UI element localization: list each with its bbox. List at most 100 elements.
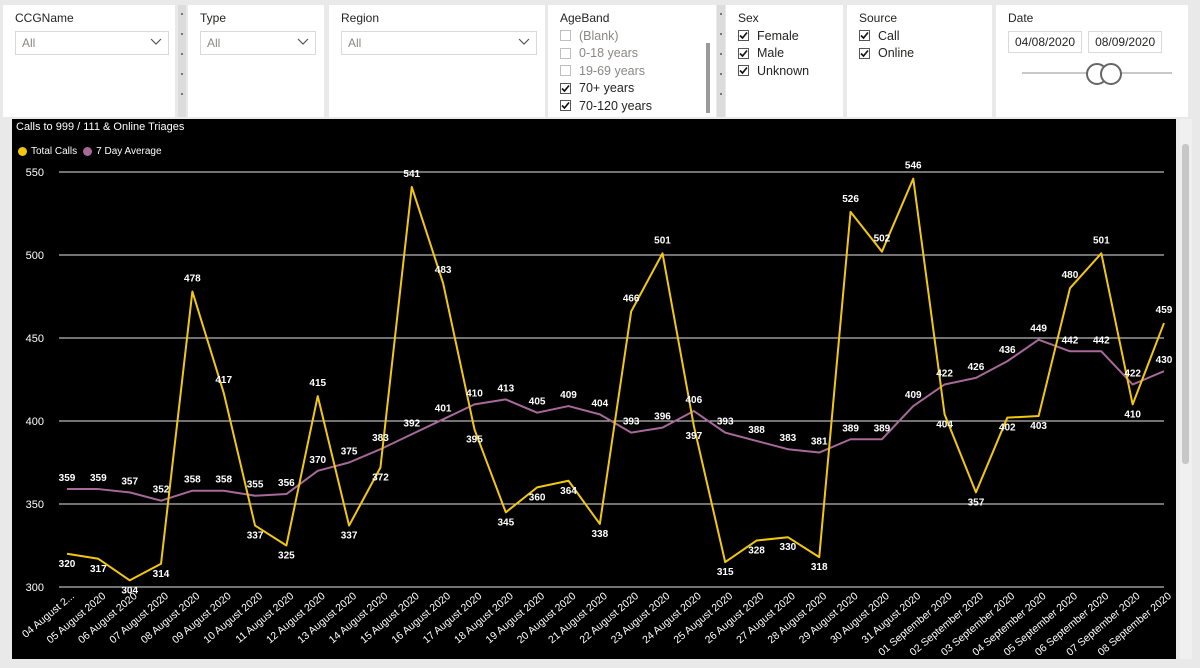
data-label-total-calls: 364: [560, 486, 577, 497]
legend-label-7-day-average: 7 Day Average: [96, 146, 162, 157]
data-label-total-calls: 357: [968, 497, 985, 508]
sex-option[interactable]: Unknown: [738, 62, 831, 80]
data-label-total-calls: 501: [654, 235, 671, 246]
ageband-option-label: 19-69 years: [579, 63, 646, 78]
source-option-label: Call: [878, 28, 900, 43]
data-label-total-calls: 417: [215, 375, 232, 386]
data-label-7-day-average: 357: [121, 476, 138, 487]
checkbox-icon[interactable]: [560, 65, 571, 77]
data-label-total-calls: 337: [341, 531, 358, 542]
data-label-total-calls: 338: [591, 529, 608, 540]
chevron-down-icon: [518, 35, 530, 52]
checkbox-checked-icon[interactable]: [560, 100, 571, 112]
data-label-7-day-average: 406: [686, 395, 703, 406]
data-label-total-calls: 328: [748, 546, 765, 557]
data-label-total-calls: 402: [999, 423, 1016, 434]
sex-slicer: Sex Female Male Unknown: [726, 5, 843, 117]
data-label-7-day-average: 359: [59, 473, 76, 484]
chevron-down-icon: [150, 35, 162, 52]
checkbox-icon[interactable]: [560, 47, 571, 59]
source-option[interactable]: Call: [859, 27, 980, 45]
ageband-option-label: (Blank): [579, 28, 619, 43]
data-label-7-day-average: 381: [811, 437, 828, 448]
source-slicer: Source Call Online: [847, 5, 992, 117]
source-option[interactable]: Online: [859, 45, 980, 63]
data-label-total-calls: 404: [936, 419, 953, 430]
legend-item-total-calls[interactable]: Total Calls: [18, 146, 77, 157]
region-dropdown[interactable]: All: [341, 31, 537, 55]
legend-item-7-day-average[interactable]: 7 Day Average: [83, 146, 162, 157]
series-line-total-calls: [66, 177, 1165, 582]
data-label-total-calls: 459: [1156, 305, 1173, 316]
sex-option-label: Male: [757, 46, 785, 61]
date-slicer: Date 04/08/2020 08/09/2020: [996, 5, 1188, 117]
type-dropdown[interactable]: All: [200, 31, 316, 55]
data-label-7-day-average: 422: [936, 368, 953, 379]
data-label-7-day-average: 409: [905, 390, 922, 401]
data-label-total-calls: 304: [121, 585, 138, 596]
data-label-7-day-average: 449: [1030, 324, 1047, 335]
line-chart-panel: 300 350 400 450 500 550 04 August 2... 05 Augus…: [12, 119, 1176, 659]
sex-option-label: Female: [757, 28, 799, 43]
legend-swatch-total-calls: [18, 147, 27, 156]
data-label-7-day-average: 383: [780, 433, 797, 444]
data-label-7-day-average: 359: [90, 473, 107, 484]
data-label-7-day-average: 389: [842, 423, 859, 434]
chart-scrollbar-thumb[interactable]: [1182, 144, 1189, 464]
data-label-7-day-average: 358: [215, 475, 232, 486]
y-tick-label: 350: [26, 499, 44, 511]
type-dropdown-value: All: [207, 36, 221, 50]
type-slicer: Type All: [188, 5, 324, 117]
slicer-scrollbar[interactable]: [717, 5, 725, 117]
ageband-option[interactable]: (Blank): [560, 27, 704, 45]
data-label-total-calls: 360: [529, 492, 546, 503]
data-label-7-day-average: 358: [184, 475, 201, 486]
date-slicer-title: Date: [1008, 11, 1034, 25]
data-label-total-calls: 483: [435, 265, 452, 276]
ccg-dropdown-value: All: [22, 36, 36, 50]
ccg-dropdown[interactable]: All: [15, 31, 169, 55]
data-label-7-day-average: 393: [717, 417, 734, 428]
data-label-7-day-average: 422: [1124, 368, 1141, 379]
region-dropdown-value: All: [348, 36, 362, 50]
slicer-scrollbar[interactable]: [178, 5, 186, 117]
end-date-input[interactable]: 08/09/2020: [1088, 31, 1163, 53]
checkbox-checked-icon[interactable]: [738, 30, 749, 42]
data-label-7-day-average: 401: [435, 403, 452, 414]
checkbox-checked-icon[interactable]: [560, 82, 571, 94]
data-label-7-day-average: 389: [874, 423, 891, 434]
ageband-slicer: AgeBand (Blank) 0-18 years 19-69 years 70+ …: [548, 5, 716, 117]
checkbox-checked-icon[interactable]: [738, 47, 749, 59]
checkbox-checked-icon[interactable]: [859, 47, 870, 59]
data-label-total-calls: 318: [811, 562, 828, 573]
data-label-total-calls: 372: [372, 472, 389, 483]
data-label-total-calls: 397: [686, 431, 703, 442]
data-label-total-calls: 345: [497, 517, 514, 528]
ccg-slicer-title: CCGName: [15, 11, 74, 25]
slicer-separator: [325, 5, 328, 117]
sex-option[interactable]: Male: [738, 45, 831, 63]
ageband-option[interactable]: 70-120 years: [560, 97, 704, 115]
data-label-total-calls: 502: [874, 234, 891, 245]
data-label-7-day-average: 410: [466, 388, 483, 399]
ageband-option-label: 0-18 years: [579, 46, 639, 61]
checkbox-checked-icon[interactable]: [738, 65, 749, 77]
legend-swatch-7-day-average: [83, 147, 93, 156]
data-label-total-calls: 325: [278, 551, 295, 562]
slider-handle-end[interactable]: [1100, 63, 1122, 85]
sex-option[interactable]: Female: [738, 27, 831, 45]
data-label-7-day-average: 355: [247, 480, 264, 491]
data-label-7-day-average: 404: [591, 398, 608, 409]
chart-scrollbar[interactable]: [1180, 119, 1192, 659]
ageband-option[interactable]: 0-18 years: [560, 45, 704, 63]
checkbox-checked-icon[interactable]: [859, 30, 870, 42]
data-label-total-calls: 317: [90, 564, 107, 575]
start-date-input[interactable]: 04/08/2020: [1008, 31, 1083, 53]
checkbox-icon[interactable]: [560, 30, 571, 42]
data-label-7-day-average: 430: [1156, 355, 1173, 366]
ageband-scrollbar[interactable]: [706, 43, 710, 113]
type-slicer-title: Type: [200, 11, 227, 25]
ageband-option[interactable]: 70+ years: [560, 80, 704, 98]
ageband-option[interactable]: 19-69 years: [560, 62, 704, 80]
data-label-total-calls: 546: [905, 161, 922, 172]
